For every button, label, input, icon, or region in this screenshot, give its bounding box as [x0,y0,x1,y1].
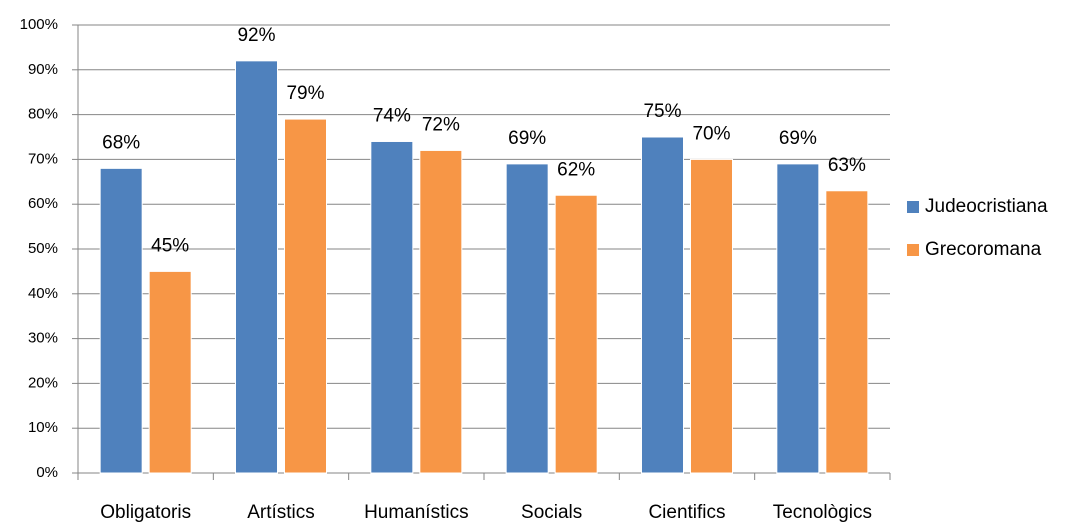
y-tick-label: 90% [28,61,58,78]
value-label: 72% [422,114,460,135]
value-label: 75% [643,101,681,122]
value-label: 63% [828,155,866,176]
value-label: 62% [557,159,595,180]
y-tick-label: 60% [28,195,58,212]
y-tick-label: 100% [20,16,58,33]
bar [825,190,869,474]
x-tick-label: Artístics [247,502,315,523]
y-tick-label: 80% [28,106,58,123]
bar [148,270,192,474]
value-label: 70% [692,123,730,144]
y-tick-label: 50% [28,240,58,257]
legend-label: Judeocristiana [925,196,1048,217]
bar [284,118,327,474]
value-label: 92% [237,25,275,46]
bar [505,163,549,474]
y-tick-label: 0% [36,464,58,481]
x-tick-label: Cientifics [648,502,725,523]
value-label: 69% [508,128,546,149]
x-tick-label: Obligatoris [100,502,191,523]
bar [99,167,143,474]
x-tick-label: Socials [521,502,582,523]
value-label: 69% [779,128,817,149]
bar [419,149,463,474]
y-tick-label: 20% [28,374,58,391]
bar [370,140,414,474]
bar [776,163,820,474]
value-label: 45% [151,235,189,256]
bar [235,60,278,474]
bar [641,136,684,474]
y-tick-label: 30% [28,330,58,347]
legend-swatch [907,201,919,213]
bar [690,158,733,474]
legend-swatch [907,244,919,256]
legend-label: Grecoromana [925,239,1042,260]
x-tick-label: Tecnològics [773,502,872,523]
value-label: 74% [373,105,411,126]
bar [554,194,598,474]
y-tick-label: 70% [28,150,58,167]
value-label: 68% [102,132,140,153]
y-tick-label: 10% [28,419,58,436]
y-tick-label: 40% [28,285,58,302]
value-label: 79% [286,83,324,104]
x-tick-label: Humanístics [364,502,469,523]
